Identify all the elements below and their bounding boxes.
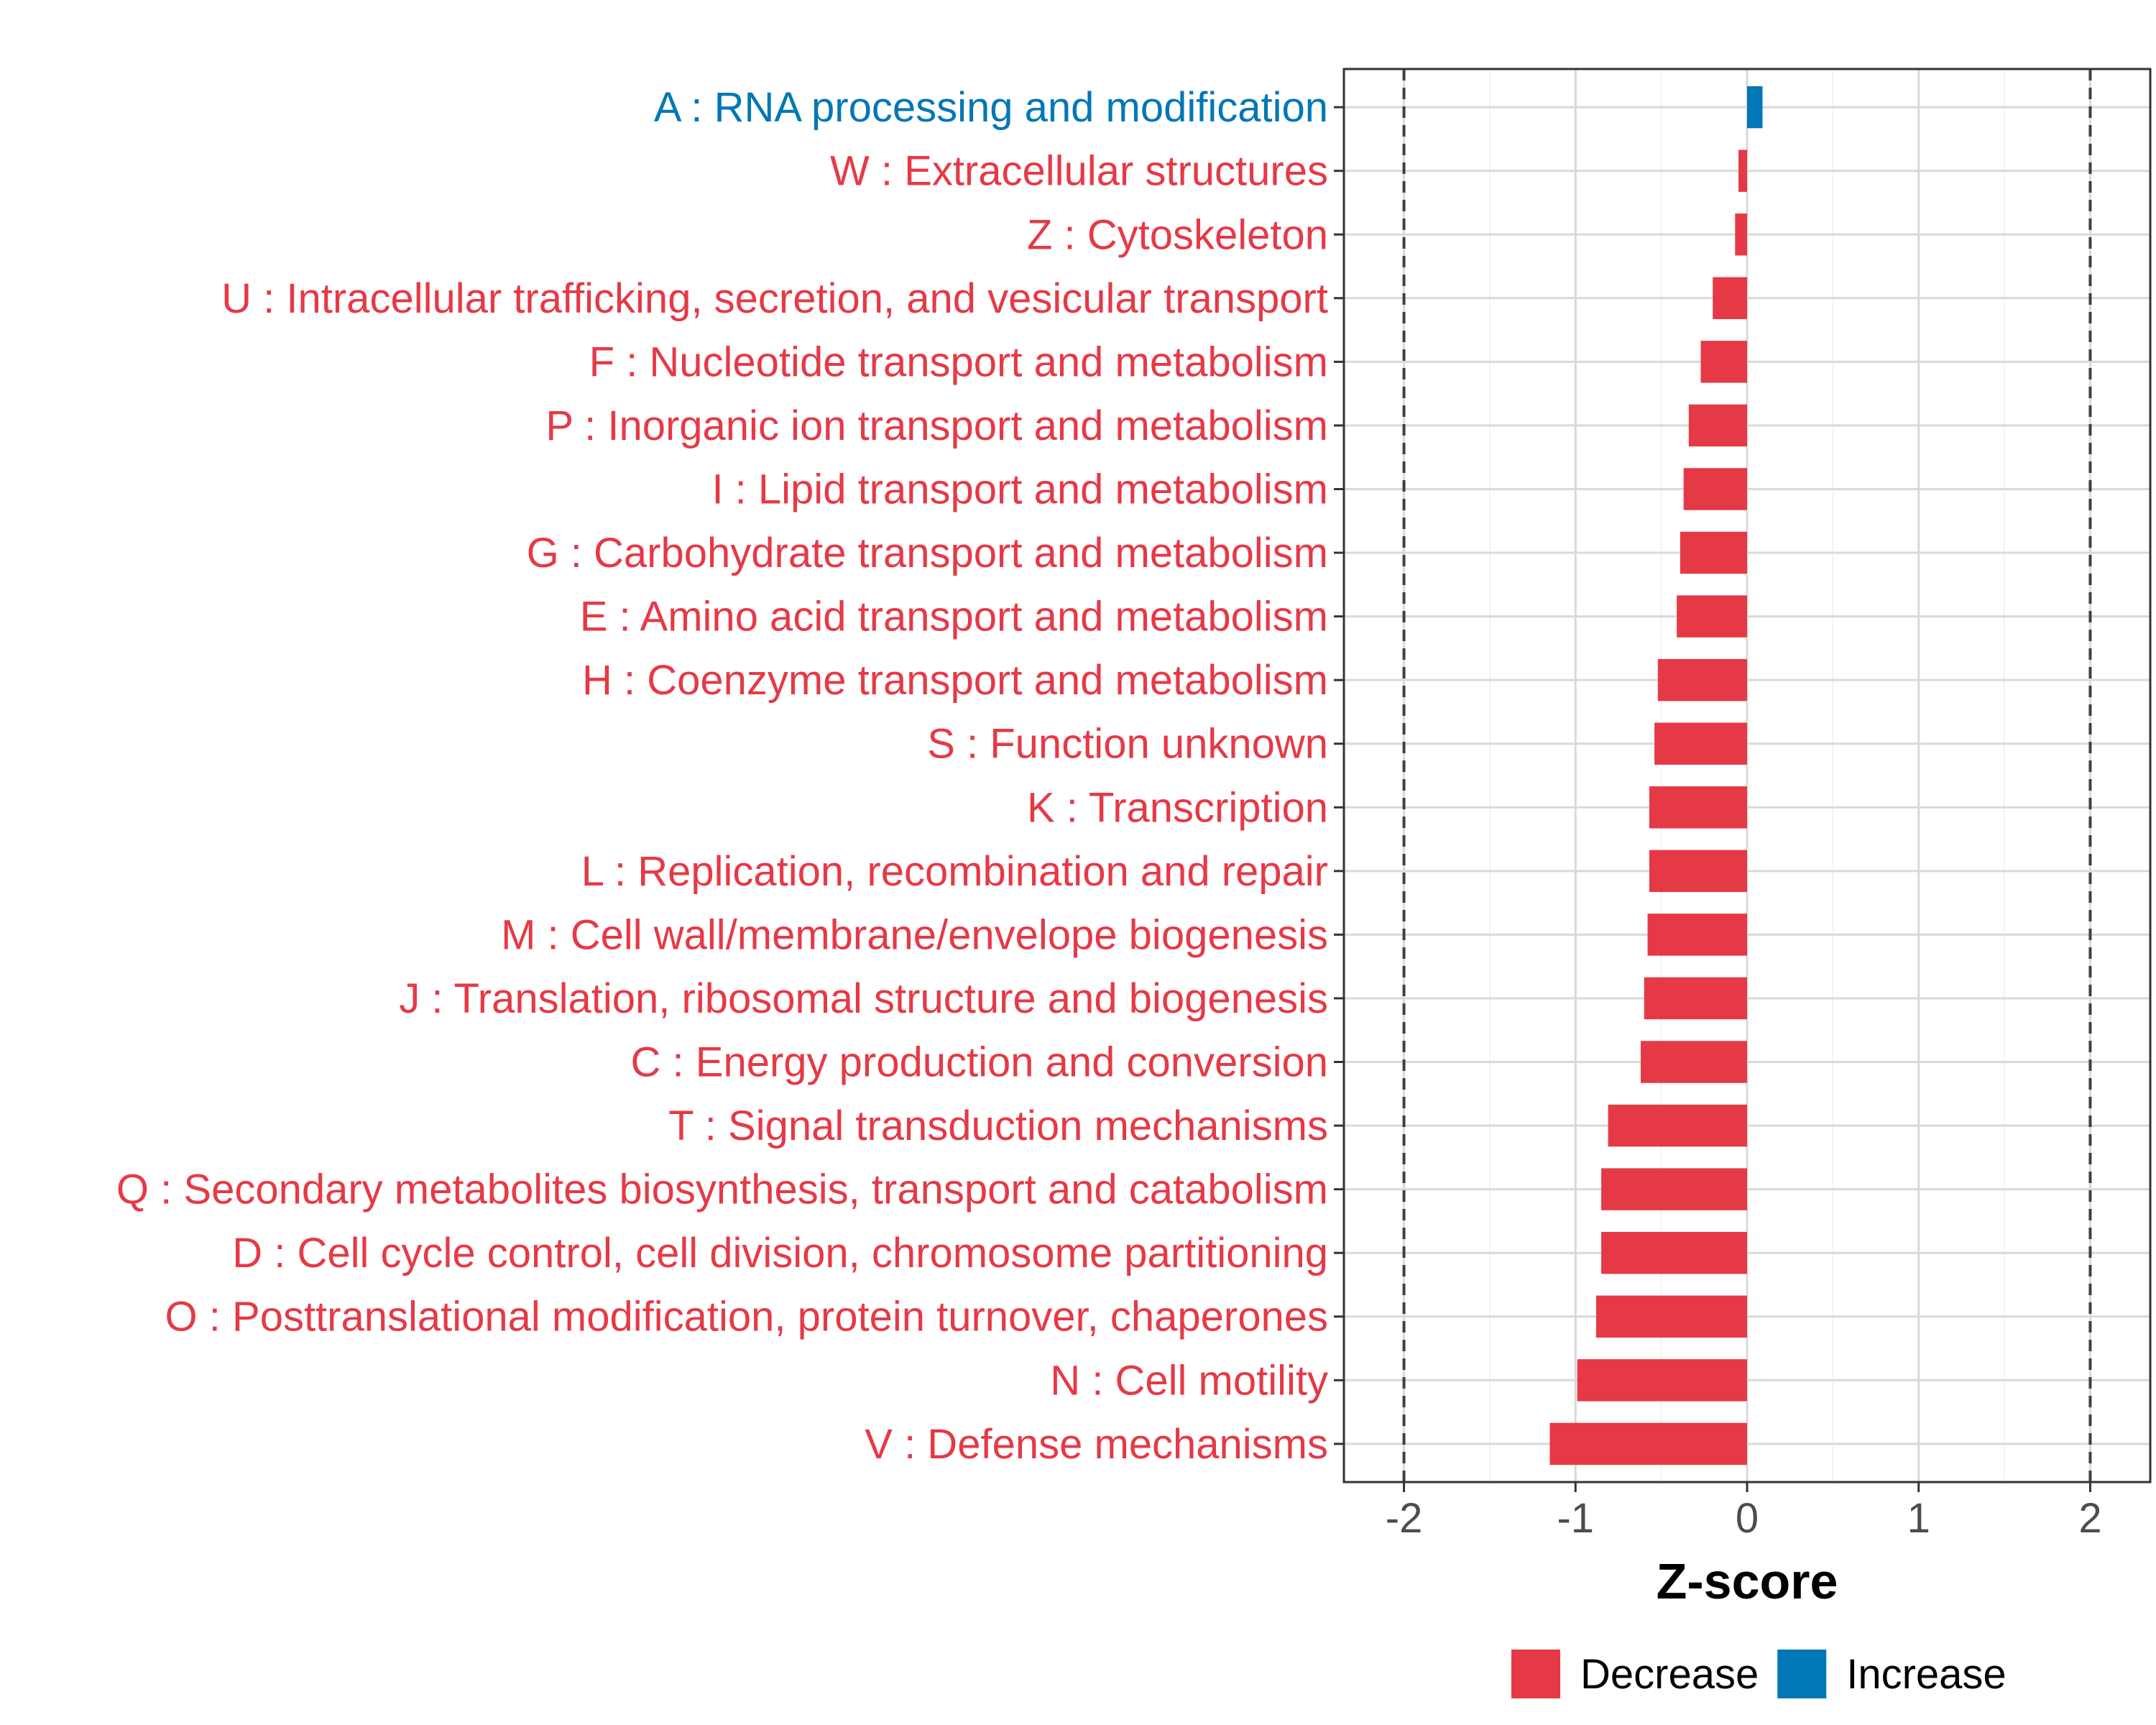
category-label: W : Extracellular structures xyxy=(830,148,1328,195)
category-label: Z : Cytoskeleton xyxy=(1027,211,1328,258)
axis-ticks xyxy=(1334,106,2091,1492)
category-label: C : Energy production and conversion xyxy=(631,1039,1328,1086)
bar xyxy=(1683,468,1747,510)
bar xyxy=(1713,277,1747,320)
x-axis-title: Z-score xyxy=(1657,1553,1838,1609)
category-label: S : Function unknown xyxy=(927,721,1328,768)
bar xyxy=(1654,722,1747,765)
bar xyxy=(1738,150,1747,192)
category-label: O : Posttranslational modification, prot… xyxy=(165,1294,1328,1340)
category-label: F : Nucleotide transport and metabolism xyxy=(589,339,1328,385)
x-tick-label: -2 xyxy=(1386,1495,1423,1542)
category-label: U : Intracellular trafficking, secretion… xyxy=(221,275,1328,322)
legend-label-decrease: Decrease xyxy=(1580,1651,1759,1698)
x-tick-label: 2 xyxy=(2078,1495,2101,1542)
bar xyxy=(1649,786,1747,829)
category-label: D : Cell cycle control, cell division, c… xyxy=(232,1230,1328,1276)
bar xyxy=(1601,1231,1747,1274)
bar xyxy=(1680,531,1747,574)
bar xyxy=(1595,1295,1747,1338)
bar xyxy=(1700,341,1747,383)
category-label: V : Defense mechanisms xyxy=(865,1421,1328,1468)
legend-key-decrease xyxy=(1511,1650,1560,1698)
category-label: Q : Secondary metabolites biosynthesis, … xyxy=(116,1167,1328,1213)
category-label: L : Replication, recombination and repai… xyxy=(581,848,1328,895)
bar xyxy=(1688,404,1747,447)
category-label: A : RNA processing and modification xyxy=(654,84,1328,131)
x-tick-labels: -2 -1 0 1 2 xyxy=(1386,1495,2102,1542)
bar xyxy=(1640,1041,1747,1083)
bar xyxy=(1747,86,1763,129)
bar xyxy=(1608,1104,1747,1147)
bar xyxy=(1735,213,1747,256)
category-label: H : Coenzyme transport and metabolism xyxy=(582,657,1328,704)
legend-label-increase: Increase xyxy=(1846,1651,2006,1698)
category-label: K : Transcription xyxy=(1027,784,1328,831)
bar xyxy=(1677,595,1747,638)
category-label: P : Inorganic ion transport and metaboli… xyxy=(545,402,1328,449)
category-label: J : Translation, ribosomal structure and… xyxy=(399,975,1328,1022)
x-tick-label: 1 xyxy=(1907,1495,1930,1542)
category-label: N : Cell motility xyxy=(1050,1357,1328,1404)
bar xyxy=(1649,850,1747,893)
bars xyxy=(1549,86,1763,1466)
x-tick-label: -1 xyxy=(1557,1495,1594,1542)
x-tick-label: 0 xyxy=(1736,1495,1759,1542)
bar xyxy=(1577,1359,1747,1402)
bar xyxy=(1644,977,1747,1020)
bar xyxy=(1657,658,1747,702)
category-label: M : Cell wall/membrane/envelope biogenes… xyxy=(501,911,1328,958)
bar xyxy=(1647,914,1747,956)
legend: Decrease Increase xyxy=(1511,1650,2007,1698)
bar xyxy=(1549,1422,1747,1466)
category-label: I : Lipid transport and metabolism xyxy=(711,466,1328,512)
threshold-lines xyxy=(1402,69,2092,1482)
bar xyxy=(1601,1168,1747,1210)
category-labels: A : RNA processing and modification W : E… xyxy=(116,84,1328,1468)
category-label: E : Amino acid transport and metabolism xyxy=(580,594,1328,640)
category-label: T : Signal transduction mechanisms xyxy=(668,1103,1328,1149)
category-label: G : Carbohydrate transport and metabolis… xyxy=(527,530,1328,576)
legend-key-increase xyxy=(1777,1650,1827,1698)
